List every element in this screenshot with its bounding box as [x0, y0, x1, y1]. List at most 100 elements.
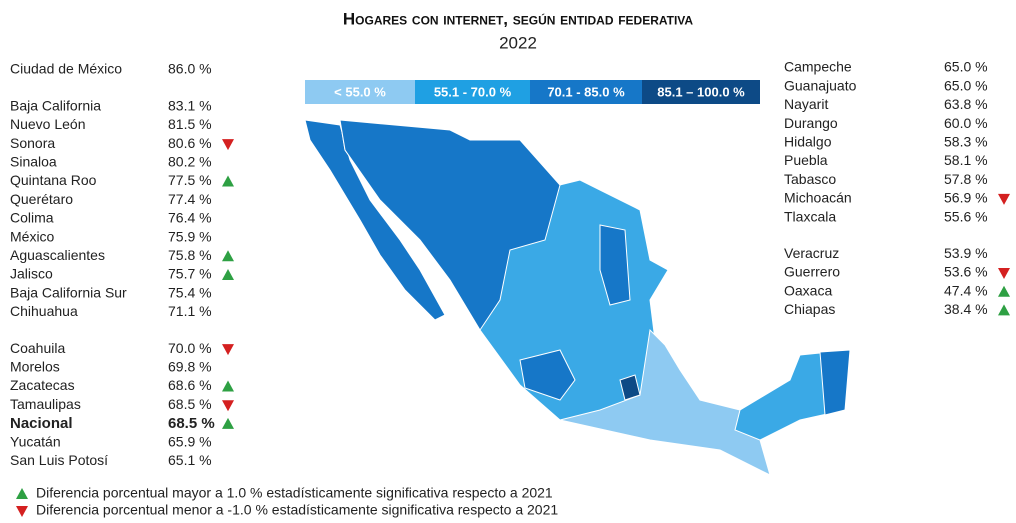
state-value: 86.0 %	[168, 61, 212, 77]
up-icon	[998, 285, 1010, 297]
state-name: Chiapas	[784, 301, 835, 317]
state-value: 76.4 %	[168, 210, 212, 226]
state-name: Tabasco	[784, 171, 836, 187]
down-icon	[998, 193, 1010, 205]
state-value: 38.4 %	[944, 301, 988, 317]
state-value: 75.8 %	[168, 247, 212, 263]
state-value: 80.6 %	[168, 135, 212, 151]
state-name: Quintana Roo	[10, 172, 97, 188]
up-icon	[222, 175, 234, 187]
state-value: 77.5 %	[168, 172, 212, 188]
state-name: San Luis Potosí	[10, 452, 108, 468]
note: Diferencia porcentual mayor a 1.0 % esta…	[36, 485, 553, 501]
state-name: Sonora	[10, 135, 55, 151]
legend-swatch	[305, 80, 415, 104]
state-value: 69.8 %	[168, 359, 212, 375]
down-icon	[222, 344, 234, 356]
down-icon	[16, 506, 28, 517]
map-south	[559, 328, 771, 476]
state-name: Nuevo León	[10, 116, 86, 132]
state-value: 77.4 %	[168, 191, 212, 207]
map-jalisco	[519, 349, 576, 401]
down-icon	[998, 268, 1010, 279]
state-name: Tamaulipas	[10, 396, 81, 412]
state-value: 65.0 %	[944, 77, 988, 93]
state-value: 55.6 %	[944, 208, 988, 224]
state-name: México	[10, 228, 55, 244]
state-value: 53.6 %	[944, 264, 988, 280]
state-value: 60.0 %	[944, 115, 988, 131]
state-name: Guanajuato	[784, 77, 857, 93]
state-name: Nacional	[10, 415, 73, 432]
down-icon	[222, 400, 234, 412]
state-name: Querétaro	[10, 191, 73, 207]
state-name: Chihuahua	[10, 303, 78, 319]
state-value: 53.9 %	[944, 245, 988, 261]
state-value: 65.1 %	[168, 452, 212, 468]
state-value: 70.0 %	[168, 340, 212, 356]
map-north	[339, 119, 561, 331]
state-name: Veracruz	[784, 245, 839, 261]
state-value: 65.9 %	[168, 433, 212, 449]
state-value: 65.0 %	[944, 59, 988, 75]
state-name: Hidalgo	[784, 134, 832, 150]
state-value: 68.5 %	[168, 396, 212, 412]
map-nuevo-leon	[599, 224, 631, 306]
up-icon	[998, 304, 1010, 316]
note: Diferencia porcentual menor a -1.0 % est…	[36, 502, 558, 518]
map-yucatan	[819, 349, 851, 416]
state-value: 57.8 %	[944, 171, 988, 187]
state-value: 68.6 %	[168, 377, 212, 393]
state-name: Morelos	[10, 359, 60, 375]
state-name: Baja California Sur	[10, 284, 127, 300]
state-name: Yucatán	[10, 433, 61, 449]
state-value: 58.1 %	[944, 152, 988, 168]
map-cdmx	[619, 374, 641, 401]
up-icon	[222, 250, 234, 262]
map-baja	[304, 119, 446, 321]
map	[304, 119, 851, 476]
legend-swatch	[415, 80, 530, 104]
title: Hogares con internet, según entidad fede…	[343, 9, 694, 28]
state-name: Sinaloa	[10, 154, 57, 170]
state-name: Oaxaca	[784, 282, 832, 298]
up-icon	[222, 269, 234, 280]
state-value: 83.1 %	[168, 97, 212, 113]
state-value: 47.4 %	[944, 282, 988, 298]
state-value: 56.9 %	[944, 190, 988, 206]
state-value: 68.5 %	[168, 415, 215, 432]
legend-label: 55.1 - 70.0 %	[434, 84, 512, 99]
state-value: 75.4 %	[168, 284, 212, 300]
state-name: Puebla	[784, 152, 828, 168]
state-value: 75.7 %	[168, 266, 212, 282]
state-name: Nayarit	[784, 96, 828, 112]
state-name: Baja California	[10, 97, 101, 113]
legend-label: 70.1 - 85.0 %	[547, 84, 625, 99]
down-icon	[222, 139, 234, 151]
up-icon	[16, 488, 28, 499]
up-icon	[222, 380, 234, 392]
state-name: Michoacán	[784, 190, 852, 206]
state-name: Tlaxcala	[784, 208, 836, 224]
legend-swatch	[642, 80, 760, 104]
state-name: Guerrero	[784, 264, 840, 280]
legend-label: < 55.0 %	[334, 84, 386, 99]
up-icon	[222, 417, 234, 429]
state-name: Aguascalientes	[10, 247, 105, 263]
state-value: 71.1 %	[168, 303, 212, 319]
state-name: Campeche	[784, 59, 852, 75]
state-value: 80.2 %	[168, 154, 212, 170]
state-value: 58.3 %	[944, 134, 988, 150]
state-name: Ciudad de México	[10, 61, 122, 77]
notes	[16, 488, 28, 517]
state-value: 63.8 %	[944, 96, 988, 112]
state-name: Colima	[10, 210, 54, 226]
state-name: Coahuila	[10, 340, 65, 356]
state-name: Durango	[784, 115, 838, 131]
state-value: 75.9 %	[168, 228, 212, 244]
legend-label: 85.1 – 100.0 %	[657, 84, 745, 99]
legend-swatch	[530, 80, 642, 104]
state-name: Zacatecas	[10, 377, 75, 393]
state-value: 81.5 %	[168, 116, 212, 132]
